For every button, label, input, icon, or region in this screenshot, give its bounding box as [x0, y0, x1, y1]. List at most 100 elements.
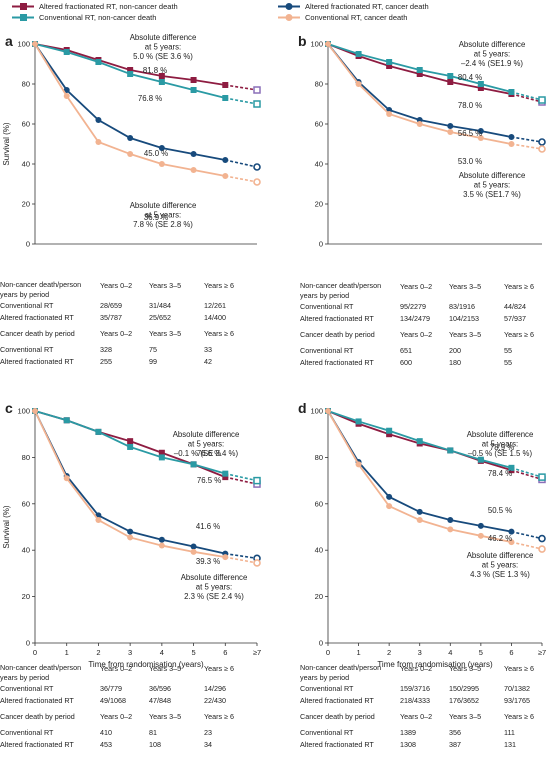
annotation-top-line: at 5 years:: [188, 440, 224, 449]
value-label: 46.2 %: [488, 534, 512, 543]
annotation-bottom-line: 4.3 % (SE 1.3 %): [470, 570, 530, 579]
table-row-label: Conventional RT: [0, 345, 54, 354]
data-point: [253, 86, 261, 94]
data-point: [477, 532, 484, 539]
data-point: [63, 475, 70, 482]
table-row: Conventional RT 1389 356 111: [300, 727, 552, 739]
table-row: Cancer death by period Years 0–2 Years 3–5…: [300, 711, 552, 723]
data-point: [32, 41, 38, 47]
table-row-label: Conventional RT: [0, 728, 54, 737]
legend-label: Conventional RT, non-cancer death: [39, 13, 156, 22]
data-point: [158, 536, 165, 543]
annotation-top-line: at 5 years:: [145, 43, 181, 52]
data-point: [32, 408, 38, 414]
y-tick-label: 20: [22, 592, 30, 601]
data-point: [447, 79, 454, 85]
annotation-bottom-line: at 5 years:: [145, 211, 181, 220]
table-cell: 410: [100, 728, 112, 737]
table-row: Cancer death by period Years 0–2 Years 3–5…: [0, 711, 252, 723]
data-point: [508, 539, 515, 546]
table-cell: Years 0–2: [400, 330, 433, 339]
table-row: Cancer death by period Years 0–2 Years 3–5…: [0, 328, 252, 340]
table-cell: Years ≥ 6: [204, 281, 235, 290]
data-point: [127, 528, 134, 535]
x-tick-label: 3: [128, 648, 132, 657]
table-cell: 218/4333: [400, 696, 430, 705]
panel-letter: a: [5, 33, 13, 49]
data-point: [386, 427, 393, 434]
y-tick-label: 60: [315, 499, 323, 508]
value-label: 53.0 %: [458, 157, 482, 166]
y-tick-label: 40: [22, 160, 30, 169]
data-point: [222, 157, 229, 163]
data-point: [508, 141, 515, 147]
annotation-bottom-line: Absolute difference: [181, 573, 248, 582]
table-row-label: Conventional RT: [300, 302, 354, 311]
series-4: [325, 41, 546, 153]
table-cell: 93/1765: [504, 696, 530, 705]
table-row: Cancer death by period Years 0–2 Years 3–5…: [300, 329, 552, 341]
y-tick-label: 60: [22, 120, 30, 129]
table-c: Non-cancer death/person years by period Y…: [0, 663, 252, 751]
series-line: [34, 43, 226, 86]
annotation-bottom-line: Absolute difference: [467, 551, 534, 560]
table-row-label: Non-cancer death/person years by period: [300, 663, 382, 682]
table-cell: 81: [149, 728, 157, 737]
x-tick-label: 2: [96, 648, 100, 657]
table-cell: Years 0–2: [100, 281, 133, 290]
table-cell: Years 3–5: [449, 282, 482, 291]
table-cell: Years 0–2: [100, 329, 133, 338]
table-row: Altered fractionated RT 134/2479 104/2153 5…: [300, 313, 552, 325]
data-point: [538, 473, 546, 481]
data-point: [127, 135, 134, 141]
legend-marker-circle: [285, 3, 293, 10]
value-label: 76.5 %: [197, 476, 221, 485]
data-point: [477, 522, 484, 529]
table-cell: 75: [149, 345, 157, 354]
y-tick-label: 80: [22, 453, 30, 462]
table-row: Conventional RT 328 75 33: [0, 344, 252, 356]
data-point: [325, 408, 331, 414]
table-cell: 34: [204, 740, 212, 749]
table-cell: Years 3–5: [149, 712, 182, 721]
y-tick-label: 100: [17, 40, 30, 49]
panel-letter: c: [5, 400, 13, 416]
annotation-bottom-line: 3.5 % (SE1.7 %): [463, 190, 521, 199]
y-tick-label: 60: [315, 120, 323, 129]
data-point: [447, 526, 454, 533]
table-cell: 47/848: [149, 696, 171, 705]
x-axis-label: Time from randomisation (years): [377, 660, 493, 669]
panel-letter: d: [298, 400, 307, 416]
data-point: [158, 79, 165, 85]
value-label: 45.0 %: [144, 149, 168, 158]
data-point: [386, 493, 393, 500]
value-label: 76.6 %: [197, 449, 221, 458]
table-cell: 600: [400, 358, 412, 367]
series-projection-line: [225, 476, 258, 485]
table-cell: 83/1916: [449, 302, 475, 311]
table-cell: Years 3–5: [149, 281, 182, 290]
table-cell: 70/1382: [504, 684, 530, 693]
series-projection-line: [511, 530, 543, 540]
table-cell: 14/296: [204, 684, 226, 693]
series-4: [32, 41, 261, 186]
data-point: [477, 85, 484, 91]
data-point: [253, 559, 261, 567]
table-row-label: Conventional RT: [300, 684, 354, 693]
table-row: Conventional RT 95/2279 83/1916 44/824: [300, 301, 552, 313]
data-point: [386, 431, 393, 438]
series-projection-line: [511, 541, 543, 550]
x-tick-label: 5: [191, 648, 195, 657]
series-projection-line: [511, 91, 543, 101]
table-cell: 453: [100, 740, 112, 749]
data-point: [222, 95, 229, 101]
data-point: [447, 123, 454, 129]
annotation-top-line: –2.4 % (SE1.9 %): [461, 59, 523, 68]
table-row-label: Cancer death by period: [300, 712, 375, 721]
data-point: [95, 428, 102, 435]
annotation-top-line: 5.0 % (SE 3.6 %): [133, 52, 193, 61]
series-projection-line: [225, 97, 258, 105]
table-cell: 35/787: [100, 313, 122, 322]
table-cell: Years 0–2: [100, 712, 133, 721]
y-tick-label: 40: [315, 160, 323, 169]
